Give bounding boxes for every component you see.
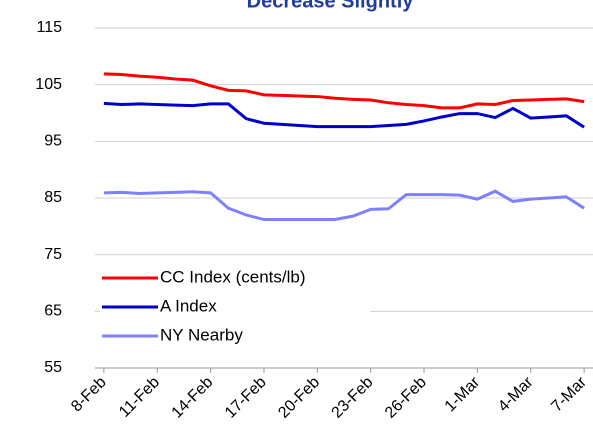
x-tick-label: 4-Mar <box>495 373 537 415</box>
y-tick-label: 85 <box>44 189 62 206</box>
x-tick-label: 14-Feb <box>169 374 217 422</box>
y-tick-label: 105 <box>35 76 62 93</box>
chart-title: Decrease Slightly <box>247 0 415 12</box>
series-line <box>103 189 585 222</box>
y-tick-label: 55 <box>44 359 62 376</box>
legend-label: A Index <box>160 296 217 315</box>
x-tick-label: 17-Feb <box>222 374 270 422</box>
y-tick-label: 65 <box>44 303 62 320</box>
x-tick-label: 8-Feb <box>68 374 110 416</box>
legend-label: NY Nearby <box>160 325 243 344</box>
x-tick-label: 20-Feb <box>275 374 323 422</box>
series-line <box>103 72 585 110</box>
series-line <box>103 101 585 129</box>
y-tick-label: 95 <box>44 133 62 150</box>
x-tick-label: 11-Feb <box>116 374 163 421</box>
y-tick-label: 75 <box>44 246 62 263</box>
y-tick-label: 115 <box>36 19 62 36</box>
x-tick-label: 7-Mar <box>548 373 590 415</box>
x-tick-label: 23-Feb <box>329 374 377 422</box>
legend-label: CC Index (cents/lb) <box>160 267 306 286</box>
x-tick-label: 26-Feb <box>382 374 430 422</box>
x-tick-label: 1-Mar <box>442 373 484 415</box>
